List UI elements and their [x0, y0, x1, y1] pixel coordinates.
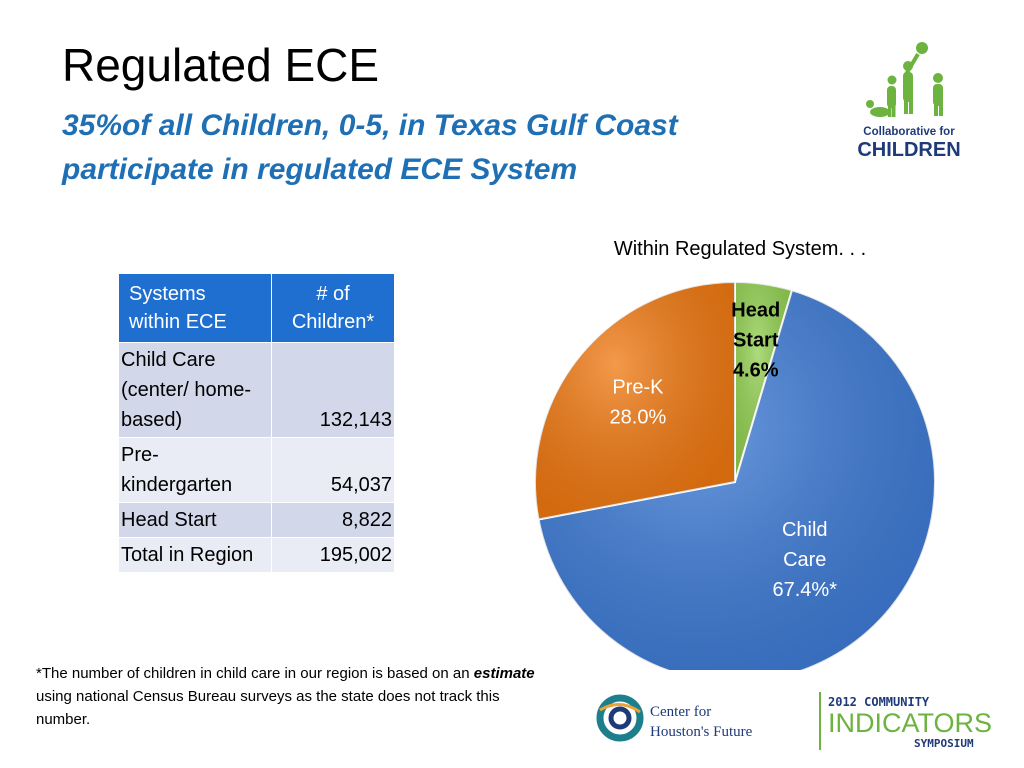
center-for-houstons-future-logo: Center for Houston's Future: [596, 694, 753, 742]
header-systems: Systems within ECE: [118, 273, 272, 343]
table-row: Child Care (center/ home-based) 132,143: [118, 342, 395, 438]
row-system: Child Care (center/ home-based): [118, 342, 272, 438]
row-children: 8,822: [271, 502, 395, 538]
pie-slice-shading: [538, 290, 935, 670]
footnote-pre: *The number of children in child care in…: [36, 665, 474, 682]
footnote: *The number of children in child care in…: [36, 662, 536, 731]
cfc-logo-line1: Collaborative for: [863, 126, 955, 138]
pie-label-pre-k: Pre-K 28.0%: [610, 377, 667, 429]
table-row: Pre-kindergarten 54,037: [118, 437, 395, 503]
chart-title: Within Regulated System. . .: [613, 238, 867, 260]
children-figures-icon: [866, 42, 943, 117]
header-children: # of Children*: [271, 273, 395, 343]
row-children: 195,002: [271, 537, 395, 573]
table-header-row: Systems within ECE # of Children*: [118, 273, 395, 343]
table-row: Head Start 8,822: [118, 502, 395, 538]
pie-slice-shading: [535, 282, 735, 520]
houston-swirl-icon: [596, 694, 644, 742]
pie-label-head-start: Head Start 4.6%: [731, 300, 780, 382]
indicators-logo-line3: SYMPOSIUM: [914, 737, 974, 750]
row-children: 132,143: [271, 342, 395, 438]
slide-title: Regulated ECE: [62, 39, 380, 91]
cfc-logo-line2: CHILDREN: [857, 139, 960, 161]
footnote-post: using national Census Bureau surveys as …: [36, 688, 500, 728]
pie-label-child-care: Child Care 67.4%*: [773, 519, 838, 601]
slide-subtitle: 35%of all Children, 0-5, in Texas Gulf C…: [62, 109, 678, 186]
pie-chart: Head Start 4.6% Child Care 67.4%* Pre-K 28.0%: [534, 280, 936, 670]
row-children: 54,037: [271, 437, 395, 503]
table-row: Total in Region 195,002: [118, 537, 395, 573]
houston-logo-line2: Houston's Future: [650, 724, 753, 740]
indicators-logo-line1: 2012 COMMUNITY: [828, 695, 930, 709]
footnote-emphasis: estimate: [473, 665, 535, 682]
row-system: Head Start: [118, 502, 272, 538]
ece-systems-table: Systems within ECE # of Children* Child …: [118, 273, 395, 573]
row-system: Total in Region: [118, 537, 272, 573]
community-indicators-symposium-logo: 2012 COMMUNITY INDICATORS SYMPOSIUM: [819, 692, 992, 750]
indicators-logo-line2: INDICATORS: [828, 708, 992, 738]
row-system: Pre-kindergarten: [118, 437, 272, 503]
collaborative-for-children-logo: Collaborative for CHILDREN: [857, 42, 961, 161]
houston-logo-line1: Center for: [650, 704, 711, 720]
